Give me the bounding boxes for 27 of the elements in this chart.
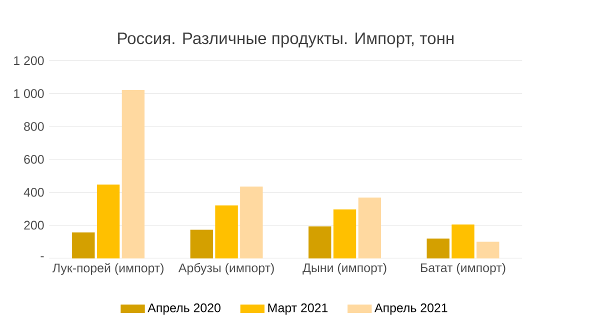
- bar: [308, 226, 332, 258]
- y-tick-label: 800: [24, 122, 44, 131]
- bar: [215, 205, 238, 258]
- bar: [122, 90, 145, 258]
- bar: [476, 242, 500, 258]
- x-tick-label: Батат (импорт): [421, 263, 506, 275]
- bar: [333, 209, 356, 258]
- bar: [72, 232, 95, 258]
- chart-title: Россия. Различные продукты. Импорт, тонн: [118, 32, 454, 48]
- legend-label: Апрель 2020: [148, 303, 220, 315]
- x-tick-label: Арбузы (импорт): [178, 263, 274, 275]
- y-tick-label: 200: [24, 220, 44, 230]
- legend-label: Март 2021: [268, 303, 328, 315]
- y-tick-label: 1 000: [14, 89, 44, 98]
- x-tick-label: Лук-порей (импорт): [52, 263, 164, 275]
- bar: [452, 224, 474, 258]
- y-tick-label: 1 200: [14, 56, 44, 66]
- y-tick-label: -: [40, 256, 44, 258]
- legend-label: Апрель 2021: [374, 303, 448, 315]
- y-tick-label: 600: [24, 154, 44, 164]
- y-tick-label: 400: [24, 188, 44, 197]
- bar: [240, 186, 263, 258]
- x-tick-label: Дыни (импорт): [302, 263, 386, 275]
- bar: [358, 198, 382, 258]
- bar: [190, 230, 213, 258]
- bar: [96, 184, 120, 258]
- bar: [426, 238, 450, 258]
